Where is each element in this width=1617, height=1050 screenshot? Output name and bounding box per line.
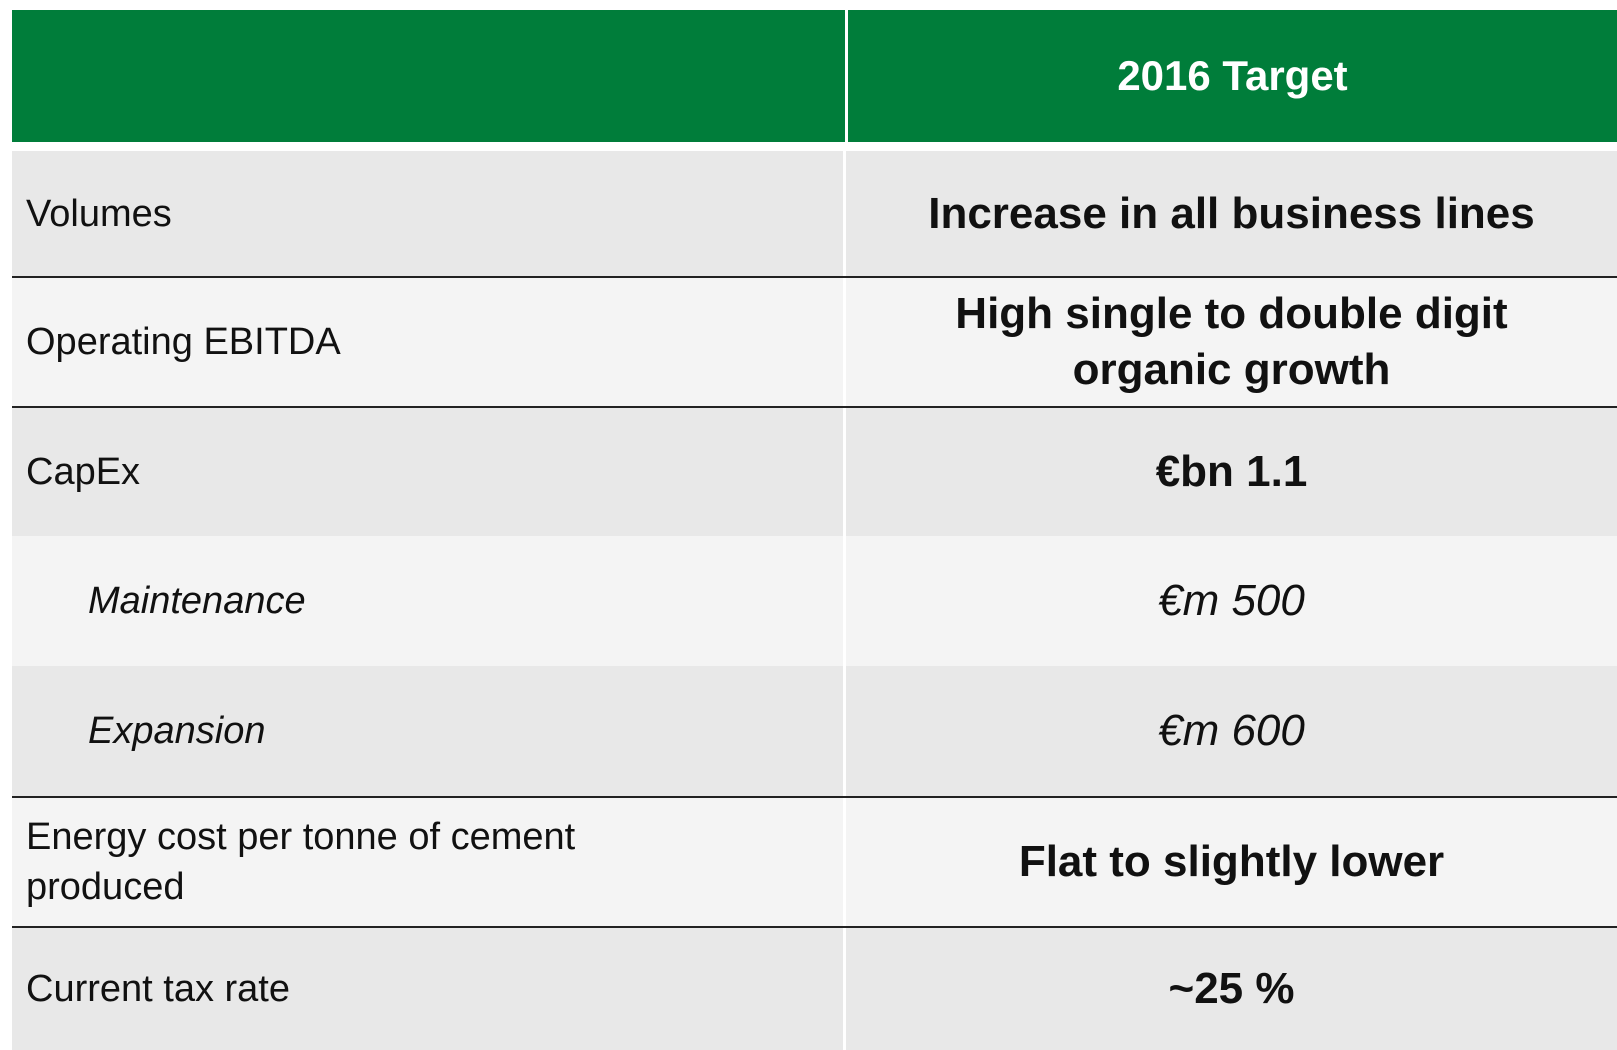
row-value: €bn 1.1 [1155, 447, 1308, 496]
row-label: Expansion [88, 710, 266, 752]
column-divider [845, 10, 848, 142]
row-label: Volumes [26, 192, 172, 235]
row-value: €m 500 [1158, 576, 1305, 625]
row-label: Energy cost per tonne of cement produced [26, 816, 576, 908]
table-header: 2016 Target [12, 10, 1617, 142]
table-row: Operating EBITDA High single to double d… [12, 278, 1617, 408]
header-cell: 2016 Target [1117, 52, 1348, 99]
table-row: Current tax rate ~25 % [12, 928, 1617, 1050]
row-value: ~25 % [1168, 964, 1295, 1013]
row-label: Operating EBITDA [26, 321, 341, 363]
row-label: Maintenance [88, 580, 306, 622]
row-value: Flat to slightly lower [1018, 837, 1445, 886]
row-label: CapEx [26, 451, 141, 493]
row-value: €m 600 [1158, 706, 1305, 755]
row-value: Increase in all business lines [928, 188, 1535, 238]
table-row: Volumes Increase in all business lines [12, 151, 1617, 278]
row-label: Current tax rate [26, 968, 290, 1010]
table-row: CapEx €bn 1.1 [12, 408, 1617, 536]
table-row: Maintenance €m 500 [12, 536, 1617, 666]
table-row: Expansion €m 600 [12, 666, 1617, 798]
row-value: High single to double digit organic grow… [955, 289, 1508, 394]
table-row: Energy cost per tonne of cement produced… [12, 798, 1617, 928]
